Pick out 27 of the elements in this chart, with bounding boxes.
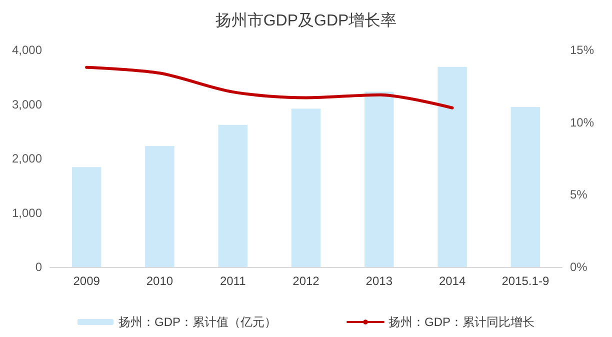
bar (510, 106, 540, 267)
bar (291, 108, 321, 267)
chart-title: 扬州市GDP及GDP增长率 (215, 12, 397, 30)
x-tick-label: 2015.1-9 (502, 274, 550, 288)
bar (72, 167, 102, 267)
x-tick-label: 2012 (292, 274, 320, 288)
bar (145, 146, 174, 267)
y2-tick-label: 5% (570, 188, 588, 202)
y-tick-label: 4,000 (12, 43, 42, 57)
y2-tick-label: 10% (570, 115, 594, 130)
legend-label: 扬州：GDP：累计值（亿元） (118, 315, 277, 329)
x-tick-label: 2011 (220, 274, 246, 288)
x-tick-label: 2010 (146, 274, 174, 288)
y2-tick-label: 0% (570, 260, 588, 274)
bar (438, 66, 467, 267)
x-tick-label: 2013 (366, 274, 393, 288)
legend-label: 扬州：GDP：累计同比增长 (388, 315, 535, 329)
y-tick-label: 1,000 (12, 206, 42, 220)
y-tick-label: 3,000 (12, 97, 42, 112)
y-tick-label: 0 (35, 260, 42, 274)
y2-tick-label: 15% (570, 43, 594, 57)
line-series (85, 66, 454, 110)
bar (218, 124, 248, 267)
x-tick-label: 2009 (73, 274, 100, 288)
x-tick-label: 2014 (438, 274, 466, 288)
y-tick-label: 2,000 (12, 152, 42, 166)
bar (364, 92, 394, 267)
